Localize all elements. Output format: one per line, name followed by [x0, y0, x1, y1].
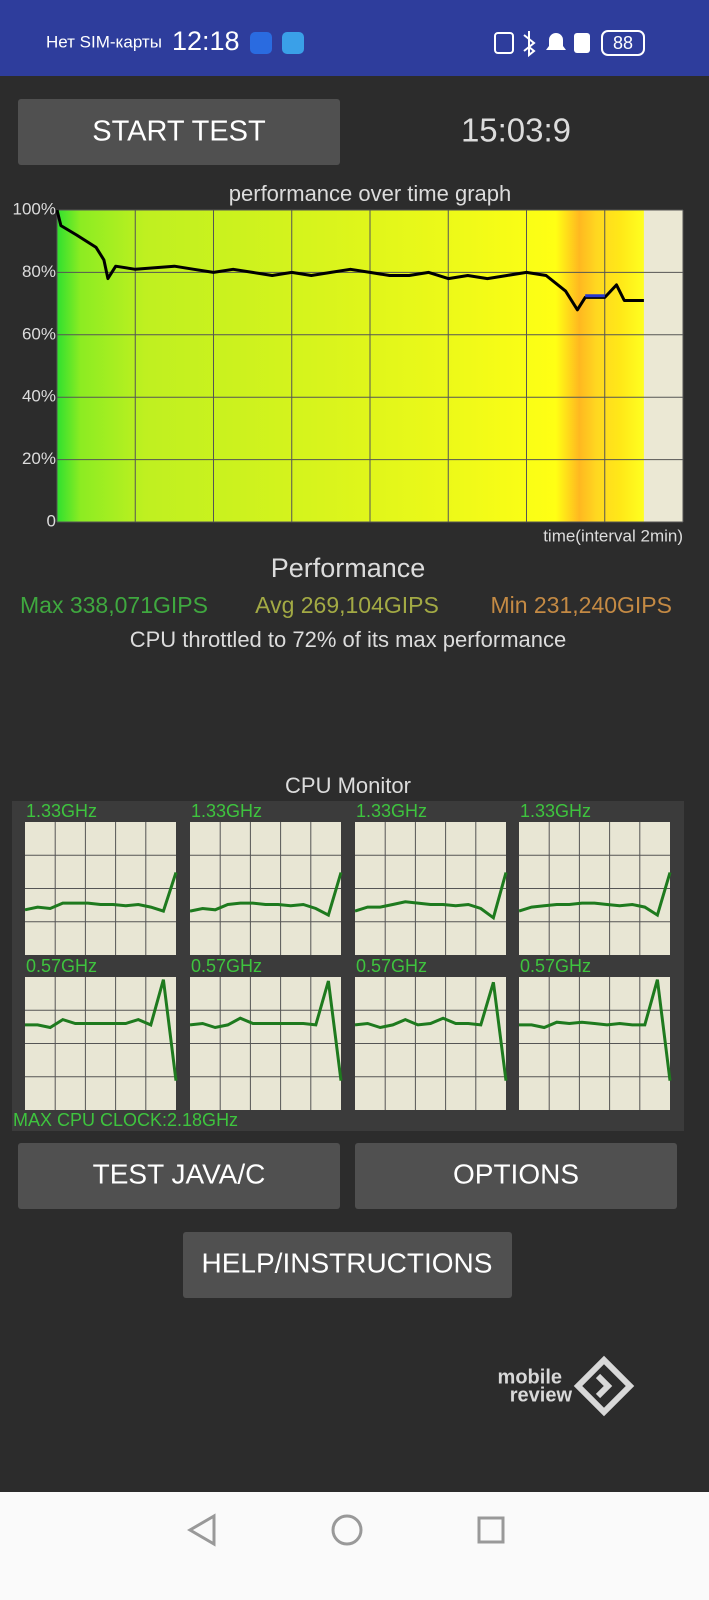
core-frequency-line — [24, 872, 178, 913]
alert-icon — [574, 33, 590, 53]
performance-chart: 0 20% 40% 60% 80% 100% — [13, 199, 684, 530]
core-frequency-line — [189, 980, 343, 1081]
core-frequency-label: 0.57GHz — [520, 956, 591, 976]
cpu-monitor-title: CPU Monitor — [285, 773, 411, 798]
core-frequency-line — [354, 872, 508, 921]
core-frequency-line — [25, 979, 178, 1081]
app-icon — [250, 32, 272, 54]
clock: 12:18 — [172, 26, 240, 56]
watermark-line2: review — [510, 1384, 573, 1406]
timer: 15:03:9 — [461, 112, 571, 149]
start-test-button[interactable] — [18, 99, 340, 165]
throttle-summary: CPU throttled to 72% of its max performa… — [130, 627, 567, 652]
watermark-line1: mobile — [498, 1366, 562, 1388]
cpu-cores: 1.33GHz 1.33GHz 1.33GHz 1.33GHz 0.57GHz 0.57G… — [24, 801, 672, 1110]
status-bar — [0, 0, 709, 76]
chart-title: performance over time graph — [229, 181, 511, 206]
core-frequency-label: 1.33GHz — [520, 801, 591, 821]
battery — [601, 30, 645, 56]
carrier: Нет SIM-карты — [46, 32, 162, 51]
y-tick-label: 20% — [22, 449, 56, 468]
performance-line — [55, 209, 644, 312]
y-tick-label: 0 — [47, 511, 56, 530]
y-tick-label: 100% — [13, 199, 56, 218]
y-tick-label: 60% — [22, 324, 56, 343]
watermark-logo — [573, 1355, 635, 1417]
core-frequency-label: 0.57GHz — [26, 956, 97, 976]
nav-bar — [0, 1492, 709, 1600]
core-frequency-line — [354, 981, 508, 1081]
core-frequency-line — [189, 872, 343, 918]
max-cpu-clock: MAX CPU CLOCK:2.18GHz — [13, 1110, 238, 1130]
options-button[interactable] — [355, 1143, 677, 1209]
min-performance: Min 231,240GIPS — [490, 592, 672, 618]
battery-level: 88 — [613, 33, 633, 53]
options-label: OPTIONS — [453, 1158, 579, 1189]
y-tick-label: 40% — [22, 387, 56, 406]
x-axis-label: time(interval 2min) — [543, 526, 683, 545]
core-frequency-label: 0.57GHz — [191, 956, 262, 976]
core-frequency-label: 1.33GHz — [26, 801, 97, 821]
test-java-label: TEST JAVA/C — [93, 1158, 266, 1189]
nav-back[interactable] — [187, 1513, 216, 1547]
help-button[interactable] — [183, 1232, 512, 1298]
start-test-label: START TEST — [92, 116, 266, 148]
nav-home[interactable] — [331, 1514, 363, 1546]
core-frequency-label: 0.57GHz — [356, 956, 427, 976]
app-icon — [282, 32, 304, 54]
avg-performance: Avg 269,104GIPS — [255, 592, 439, 618]
core-frequency-label: 1.33GHz — [356, 801, 427, 821]
bluetooth-icon — [523, 31, 536, 58]
nfc-icon — [494, 32, 514, 54]
help-label: HELP/INSTRUCTIONS — [202, 1247, 493, 1278]
performance-title: Performance — [271, 553, 426, 583]
nav-recent[interactable] — [477, 1516, 505, 1544]
test-java-button[interactable] — [18, 1143, 340, 1209]
y-tick-label: 80% — [22, 262, 56, 281]
max-performance: Max 338,071GIPS — [20, 592, 208, 618]
heat-fill — [57, 210, 644, 522]
mute-icon — [546, 33, 566, 50]
core-frequency-label: 1.33GHz — [191, 801, 262, 821]
core-frequency-line — [518, 872, 672, 918]
core-frequency-line — [519, 979, 672, 1081]
